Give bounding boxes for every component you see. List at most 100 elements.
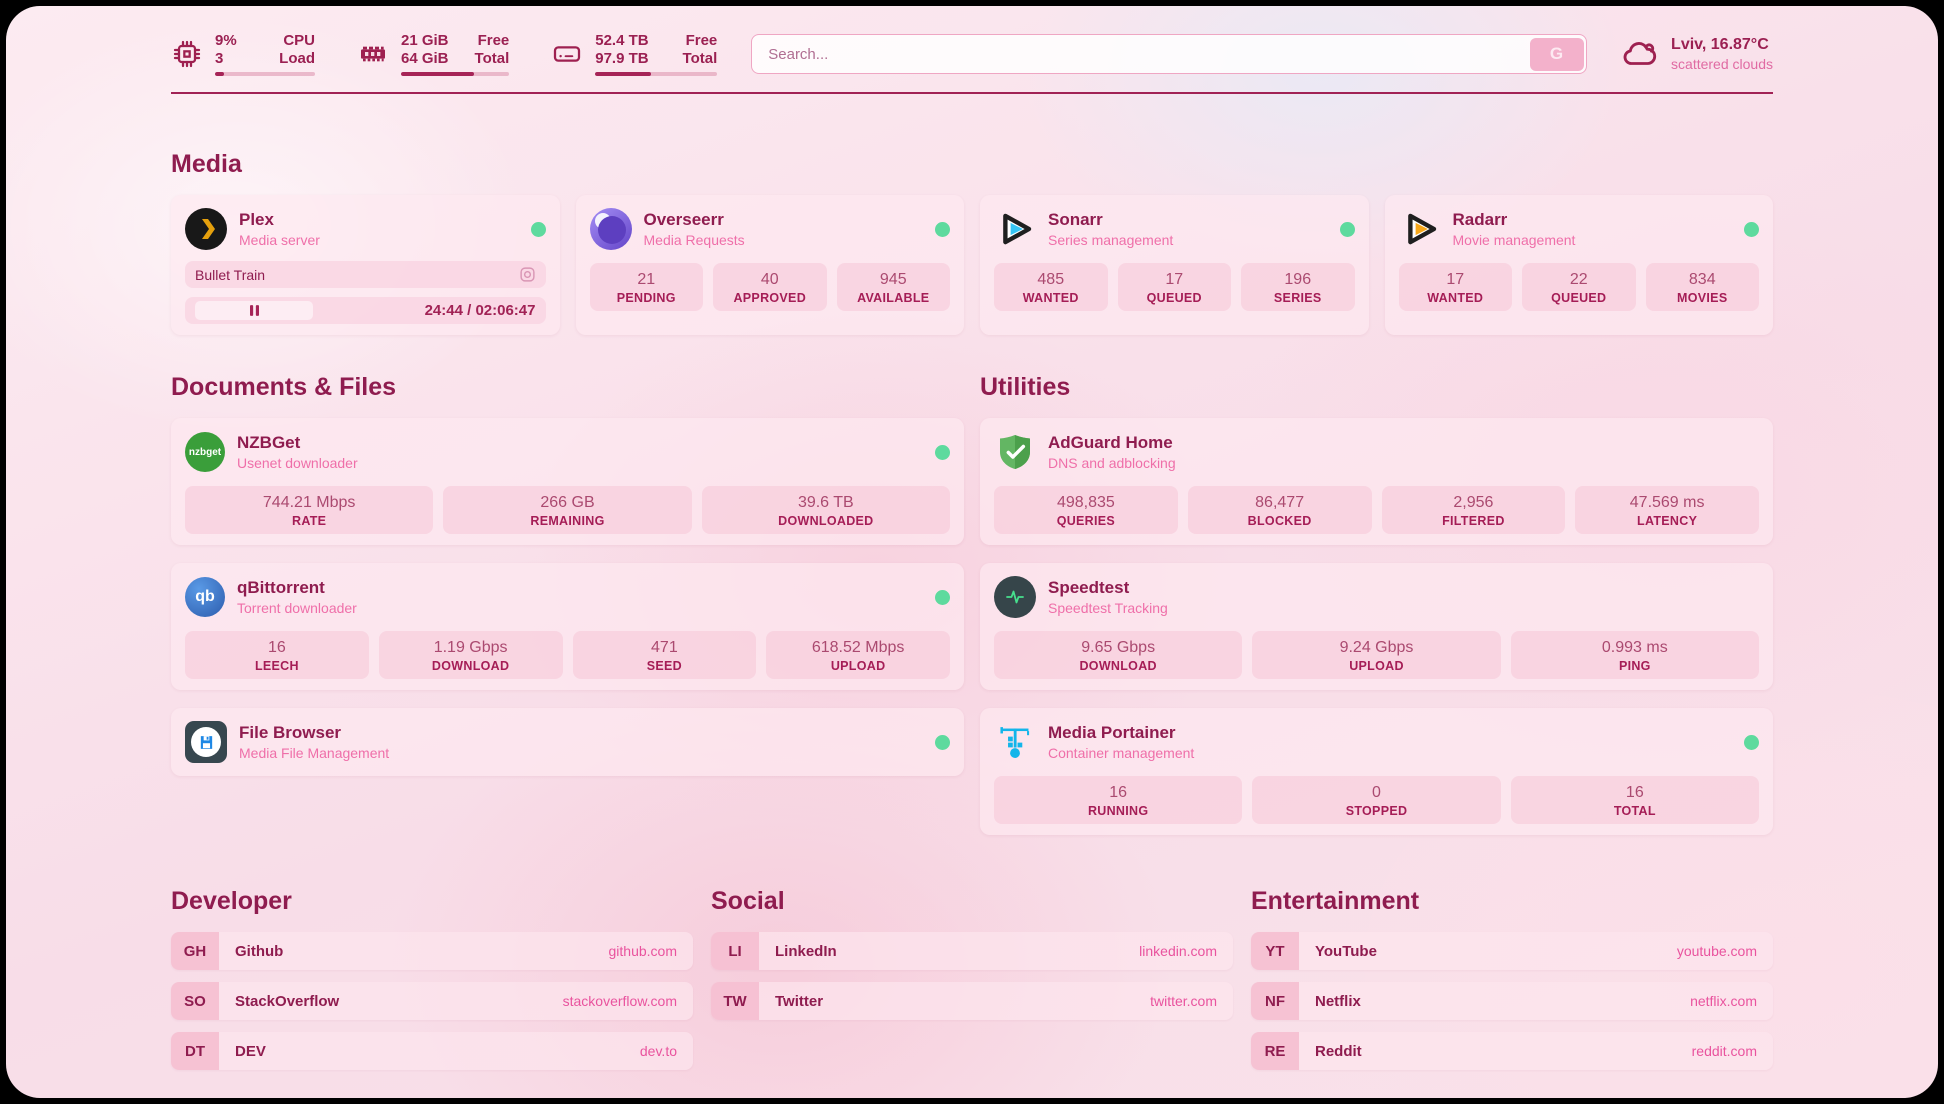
stat-pending: 21 PENDING [589, 263, 703, 311]
stat-label: LEECH [254, 659, 299, 673]
playback-time: 24:44 / 02:06:47 [424, 302, 536, 319]
bookmark-stackoverflow[interactable]: SO StackOverflow stackoverflow.com [171, 982, 693, 1020]
disk-total-value: 97.9 TB [595, 50, 649, 67]
section-title-documents: Documents & Files [171, 373, 397, 401]
service-description: DNS and adblocking [1048, 454, 1176, 471]
service-name: Radarr [1452, 209, 1508, 229]
stat-value: 0 [1372, 784, 1381, 801]
stat-value: 9.24 Gbps [1339, 639, 1414, 656]
sonarr-icon [994, 208, 1036, 250]
memory-free-label: Free [477, 32, 510, 49]
radarr-icon [1399, 208, 1441, 250]
speedtest-icon [994, 576, 1036, 618]
stat-label: STOPPED [1345, 804, 1408, 818]
stat-running: 16 RUNNING [994, 776, 1243, 824]
service-description: Torrent downloader [237, 599, 357, 616]
video-camera-icon[interactable] [519, 266, 536, 283]
dashboard-page: 9% CPU 3 Load [6, 6, 1938, 1098]
stat-value: 2,956 [1453, 494, 1494, 511]
service-card-plex[interactable]: Plex Media server Bullet Train [171, 195, 560, 335]
stat-value: 16 [267, 639, 286, 656]
stat-value: 266 GB [540, 494, 595, 511]
service-card-adguard-home[interactable]: AdGuard Home DNS and adblocking 498,835 … [980, 418, 1773, 545]
stat-blocked: 86,477 BLOCKED [1187, 486, 1372, 534]
search-input[interactable] [751, 34, 1588, 74]
stat-leech: 16 LEECH [185, 631, 369, 679]
stat-movies: 834 MOVIES [1645, 263, 1759, 311]
bookmark-twitter[interactable]: TW Twitter twitter.com [711, 982, 1233, 1020]
stat-value: 0.993 ms [1601, 639, 1668, 656]
stat-label: DOWNLOAD [431, 659, 510, 673]
stat-label: RATE [292, 514, 327, 528]
service-description: Speedtest Tracking [1048, 599, 1168, 616]
service-card-portainer[interactable]: Media Portainer Container management 16 … [980, 708, 1773, 835]
bookmark-abbr: TW [711, 982, 759, 1020]
stat-value: 47.569 ms [1629, 494, 1705, 511]
nzbget-icon: nzbget [185, 432, 225, 472]
stat-value: 471 [651, 639, 678, 656]
stat-value: 17 [1446, 271, 1465, 288]
adguard-shield-icon [994, 431, 1036, 473]
disk-free-value: 52.4 TB [595, 32, 649, 49]
section-title-media: Media [171, 150, 242, 178]
bookmark-netflix[interactable]: NF Netflix netflix.com [1251, 982, 1773, 1020]
service-name: File Browser [239, 722, 342, 742]
stat-filtered: 2,956 FILTERED [1381, 486, 1566, 534]
service-card-sonarr[interactable]: Sonarr Series management 485 WANTED 17 Q… [980, 195, 1369, 335]
stat-label: DOWNLOAD [1079, 659, 1157, 673]
bookmark-url: reddit.com [1691, 1043, 1757, 1059]
stat-series: 196 SERIES [1241, 263, 1355, 311]
disk-drive-icon [554, 46, 581, 62]
cpu-usage-label: CPU [283, 32, 315, 49]
service-card-qbittorrent[interactable]: qb qBittorrent Torrent downloader 16 LEE… [171, 563, 964, 690]
bookmark-url: netflix.com [1690, 993, 1757, 1009]
stat-available: 945 AVAILABLE [836, 263, 950, 311]
bookmark-linkedin[interactable]: LI LinkedIn linkedin.com [711, 932, 1233, 970]
stat-value: 945 [879, 271, 907, 288]
bookmark-url: dev.to [639, 1043, 677, 1059]
service-card-radarr[interactable]: Radarr Movie management 17 WANTED 22 QUE… [1384, 195, 1773, 335]
stat-seed: 471 SEED [572, 631, 757, 679]
bookmark-dev[interactable]: DT DEV dev.to [171, 1032, 693, 1070]
service-card-overseerr[interactable]: Overseerr Media Requests 21 PENDING 40 A… [575, 195, 964, 335]
cloud-icon [1623, 42, 1657, 65]
service-description: Media server [239, 231, 320, 248]
memory-total-value: 64 GiB [401, 50, 449, 67]
memory-progress-bar [401, 72, 510, 76]
stat-value: 39.6 TB [797, 494, 854, 511]
stat-download: 1.19 Gbps DOWNLOAD [378, 631, 563, 679]
stat-queries: 498,835 QUERIES [994, 486, 1178, 534]
pause-button[interactable] [195, 301, 313, 320]
service-card-nzbget[interactable]: nzbget NZBGet Usenet downloader 744.21 M… [171, 418, 964, 545]
service-description: Series management [1048, 231, 1174, 248]
stat-value: 16 [1109, 784, 1128, 801]
cpu-load-value: 3 [215, 50, 224, 67]
top-bar: 9% CPU 3 Load [171, 32, 1773, 76]
section-title-utilities: Utilities [980, 373, 1071, 401]
stat-value: 618.52 Mbps [811, 639, 905, 656]
stat-value: 21 [637, 271, 656, 288]
bookmark-youtube[interactable]: YT YouTube youtube.com [1251, 932, 1773, 970]
stat-stopped: 0 STOPPED [1252, 776, 1501, 824]
service-name: qBittorrent [237, 577, 325, 597]
stat-download: 9.65 Gbps DOWNLOAD [994, 631, 1243, 679]
search-engine-button[interactable]: G [1529, 37, 1584, 71]
cpu-widget: 9% CPU 3 Load [171, 32, 315, 76]
stat-label: BLOCKED [1247, 514, 1312, 528]
service-name: Speedtest [1048, 577, 1130, 597]
stat-queued: 17 QUEUED [1117, 263, 1231, 311]
service-card-file-browser[interactable]: File Browser Media File Management [171, 708, 964, 776]
bookmark-github[interactable]: GH Github github.com [171, 932, 693, 970]
stat-label: RUNNING [1087, 804, 1149, 818]
stat-label: WANTED [1022, 291, 1079, 305]
service-card-speedtest[interactable]: Speedtest Speedtest Tracking 9.65 Gbps D… [980, 563, 1773, 690]
cpu-progress-bar [215, 72, 315, 76]
service-name: NZBGet [237, 432, 301, 452]
bookmark-reddit[interactable]: RE Reddit reddit.com [1251, 1032, 1773, 1070]
stat-value: 498,835 [1056, 494, 1115, 511]
stat-total: 16 TOTAL [1510, 776, 1759, 824]
status-dot [935, 589, 950, 605]
status-dot [1744, 221, 1759, 237]
stat-upload: 9.24 Gbps UPLOAD [1252, 631, 1501, 679]
service-description: Movie management [1452, 231, 1576, 248]
